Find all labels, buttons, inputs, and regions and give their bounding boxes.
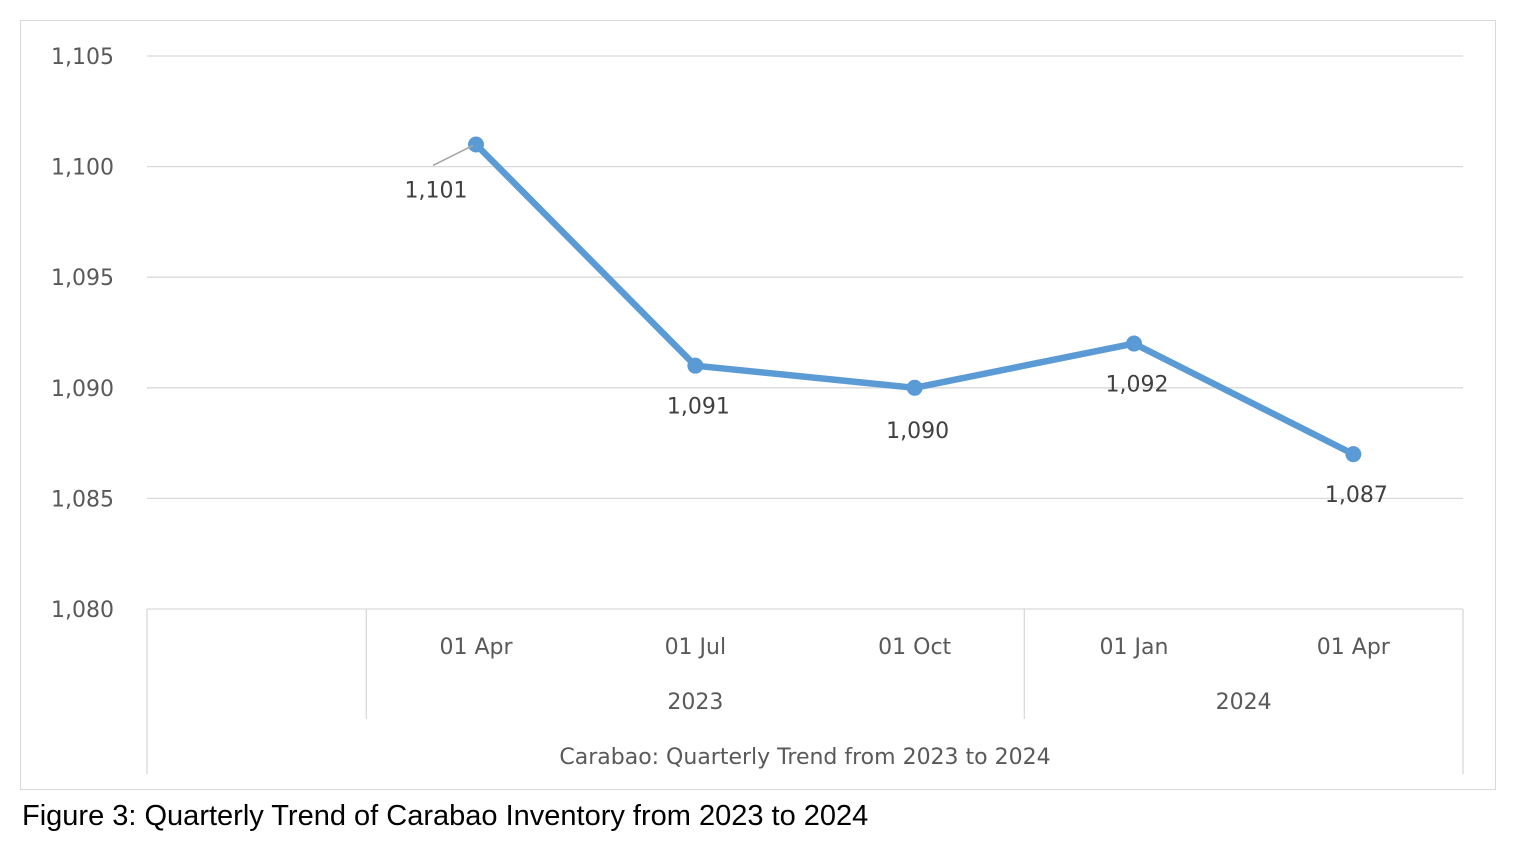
chart-frame: 1,080 1,085 1,090 1,095 1,100 1,105 2023 2024 0… [20, 20, 1496, 790]
x-group-label: 2024 [1216, 690, 1272, 715]
data-labels: 1,101 1,091 1,090 1,092 1,087 [405, 144, 1388, 508]
data-point [1345, 446, 1362, 463]
x-tick-label: 01 Apr [439, 635, 513, 660]
data-point [468, 136, 484, 153]
x-axis-title: Carabao: Quarterly Trend from 2023 to 20… [559, 745, 1050, 770]
y-tick-label: 1,090 [51, 377, 114, 402]
y-tick-label: 1,080 [51, 598, 114, 623]
line-chart: 1,080 1,085 1,090 1,095 1,100 1,105 2023 2024 0… [51, 45, 1464, 774]
data-label: 1,101 [405, 178, 468, 203]
figure-caption: Figure 3: Quarterly Trend of Carabao Inv… [22, 800, 869, 832]
x-axis: 2023 2024 01 Apr 01 Jul 01 Oct 01 Jan 01 Apr Ca… [146, 609, 1464, 774]
x-tick-label: 01 Apr [1317, 635, 1391, 660]
y-axis-ticks: 1,080 1,085 1,090 1,095 1,100 1,105 [51, 45, 114, 623]
series-line [468, 136, 1362, 463]
data-point [906, 379, 923, 396]
data-label: 1,090 [886, 419, 949, 444]
data-point [1126, 335, 1142, 352]
series-line-path [472, 141, 1357, 458]
data-label: 1,087 [1325, 483, 1388, 508]
label-leader-line [432, 144, 474, 167]
x-tick-label: 01 Jan [1100, 635, 1169, 660]
y-tick-label: 1,100 [51, 156, 114, 181]
data-point [687, 357, 704, 374]
y-tick-label: 1,085 [51, 487, 114, 512]
data-label: 1,092 [1106, 373, 1169, 398]
data-label: 1,091 [667, 395, 730, 420]
x-tick-label: 01 Jul [665, 635, 727, 660]
y-tick-label: 1,095 [51, 266, 114, 291]
x-tick-label: 01 Oct [878, 635, 951, 660]
x-group-label: 2023 [667, 690, 723, 715]
grid-lines [147, 55, 1463, 610]
y-tick-label: 1,105 [51, 45, 114, 70]
